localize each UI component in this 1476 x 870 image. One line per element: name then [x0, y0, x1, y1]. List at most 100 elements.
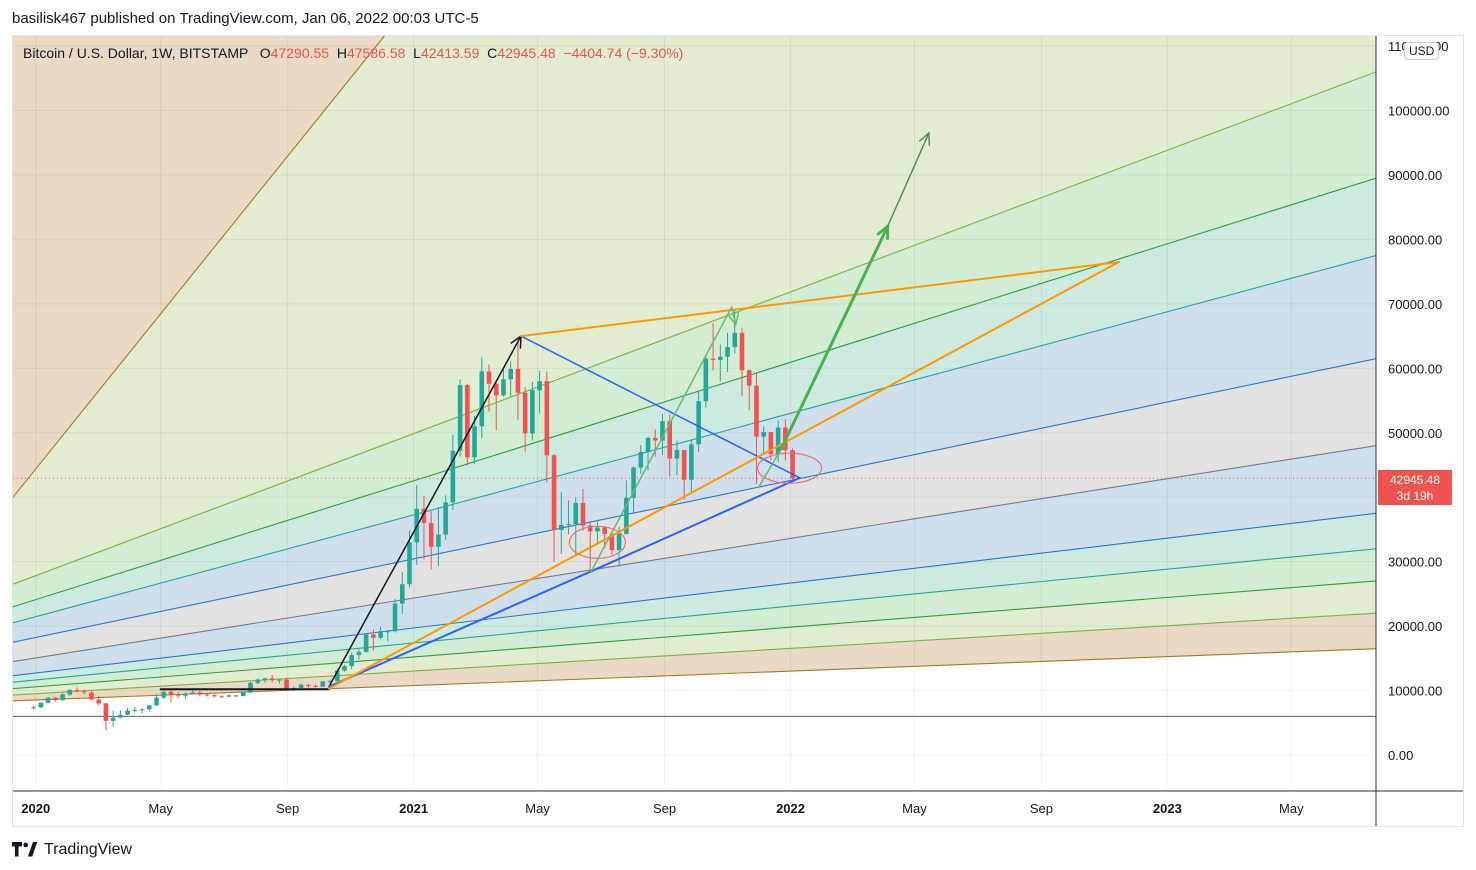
drawing-arrow [779, 225, 890, 451]
candle-body [486, 371, 492, 384]
legend-close-label: C [487, 45, 498, 61]
fan-band [13, 613, 1376, 701]
candle-body [31, 707, 36, 709]
drawing-arrow [328, 335, 522, 688]
candle-body [60, 694, 65, 701]
candle-body [595, 527, 600, 532]
y-tick-label: 10000.00 [1388, 684, 1442, 699]
candle-body [457, 385, 463, 451]
drawing-line [520, 335, 801, 479]
candle-body [558, 524, 564, 531]
candle-body [710, 358, 716, 360]
x-tick-label: May [525, 801, 550, 816]
candle-body [522, 392, 528, 434]
candle-body [262, 678, 268, 680]
candle-body [775, 427, 781, 455]
candle-body [240, 692, 246, 697]
candle-body [342, 666, 347, 671]
y-tick-label: 100000.00 [1388, 104, 1449, 119]
plot-area [13, 36, 1376, 791]
candle-body [53, 697, 58, 701]
drawing-line [590, 476, 801, 573]
fan-line [13, 177, 1376, 608]
candle-body [233, 695, 239, 697]
candle-body [147, 705, 152, 710]
drawing-line [520, 260, 1120, 338]
candle-body [399, 584, 405, 604]
legend-open-label: O [259, 45, 271, 61]
x-tick-label: May [148, 801, 173, 816]
candle-body [544, 381, 550, 456]
candle-body [161, 691, 167, 698]
candle-body [746, 370, 752, 386]
candle-body [761, 432, 766, 437]
fan-line [13, 36, 386, 498]
candle-body [378, 631, 383, 638]
candle-body [450, 450, 456, 503]
candle-body [443, 502, 448, 535]
y-tick-label: 30000.00 [1388, 555, 1442, 570]
candle-body [508, 368, 514, 380]
x-tick-label: 2020 [21, 801, 50, 816]
candle-body [356, 651, 362, 656]
candle-body [602, 527, 607, 534]
candle-body [580, 503, 586, 526]
drawing-arrowhead [919, 131, 931, 146]
highlight-ellipse [756, 452, 823, 484]
currency-badge[interactable]: USD [1404, 42, 1440, 60]
legend-symbol: Bitcoin / U.S. Dollar, 1W, BITSTAMP [23, 45, 249, 61]
candle-body [472, 426, 477, 458]
x-tick-label: 2022 [776, 801, 805, 816]
candle-body [74, 689, 80, 692]
candle-body [313, 686, 318, 688]
candle-body [284, 679, 289, 689]
candle-body [96, 699, 102, 704]
candle-body [530, 390, 535, 434]
candle-body [349, 655, 354, 667]
candle-body [392, 603, 398, 632]
candle-body [768, 432, 774, 455]
fan-band [13, 71, 1376, 607]
candle-body [725, 347, 730, 357]
candle-body [132, 709, 138, 711]
candle-body [298, 684, 304, 688]
fan-line [13, 548, 1376, 683]
drawing-arrow [886, 132, 930, 228]
candle-body [197, 692, 203, 695]
drawing-arrow [730, 306, 737, 326]
y-tick-label: 90000.00 [1388, 168, 1442, 183]
candle-body [436, 534, 441, 547]
candle-body [320, 681, 326, 687]
candle-body [103, 703, 109, 721]
candle-body [479, 371, 485, 427]
candle-body [624, 497, 629, 534]
candle-body [67, 689, 73, 695]
candle-body [385, 631, 391, 633]
candle-body [645, 437, 651, 453]
candle-body [204, 694, 210, 696]
candle-body [587, 525, 593, 532]
drawing-line [757, 448, 782, 489]
fan-line [13, 445, 1376, 663]
footer: TradingView [12, 838, 132, 862]
candle-body [732, 332, 738, 348]
fan-band [13, 178, 1376, 623]
candle-body [183, 693, 188, 696]
candle-body [277, 679, 282, 681]
chart-legend: Bitcoin / U.S. Dollar, 1W, BITSTAMP O472… [23, 45, 683, 61]
fan-line [13, 358, 1376, 643]
last-price-tag: 42945.48 3d 19h [1378, 470, 1452, 505]
highlight-ellipse [568, 525, 627, 559]
chart-frame [12, 35, 1464, 827]
fan-line [13, 648, 1376, 702]
candle-body [226, 695, 232, 697]
fan-band [13, 548, 1376, 689]
candle-body [306, 684, 311, 687]
y-tick-label: 60000.00 [1388, 361, 1442, 376]
candle-body [501, 379, 506, 396]
candle-body [703, 358, 709, 402]
bar-countdown: 3d 19h [1396, 489, 1434, 503]
x-tick-label: Sep [1030, 801, 1053, 816]
candle-body [255, 679, 261, 683]
